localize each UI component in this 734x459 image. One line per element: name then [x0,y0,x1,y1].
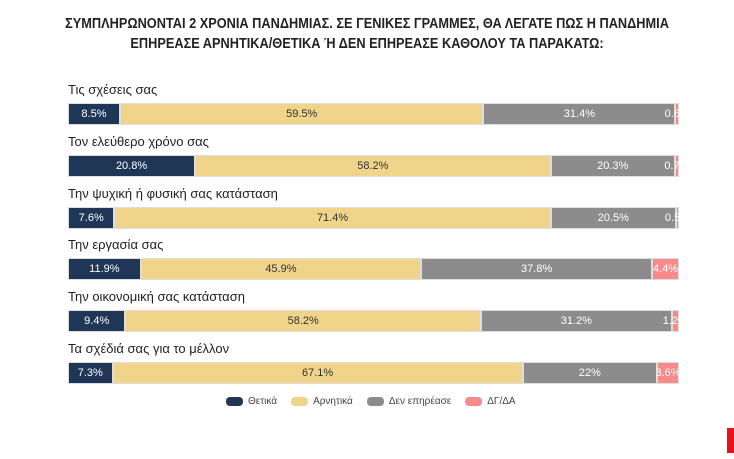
legend-swatch [465,397,483,406]
category-label: Τον ελεύθερο χρόνο σας [68,133,209,149]
legend-label: Θετικά [248,396,278,407]
bar-segment: 7.6% [68,206,115,229]
legend-swatch [366,397,384,406]
bar-segment: 4.4% [652,258,679,281]
data-label: 0.5% [664,211,690,224]
data-label: 9.4% [84,315,110,328]
bar-segment: 45.9% [140,258,422,281]
data-label: 22% [578,367,601,379]
legend-item: Αρνητικά [291,396,353,407]
category-label: Την ψυχική ή φυσική σας κατάσταση [68,185,278,201]
data-label: 7.3% [77,367,103,379]
bar-segment: 37.8% [421,258,653,281]
legend-item: Δεν επηρέασε [366,396,452,407]
category-label: Τις σχέσεις σας [68,82,158,97]
data-label: 0.7% [664,159,690,172]
data-label: 67.1% [301,367,334,379]
data-label: 59.5% [286,108,318,120]
data-label: 0.6% [664,108,690,120]
chart-title: ΣΥΜΠΛΗΡΩΝΟΝΤΑΙ 2 ΧΡΟΝΙΑ ΠΑΝΔΗΜΙΑΣ. ΣΕ ΓΕ… [44,14,690,54]
data-label: 1.2% [662,315,688,328]
title-line-2: ΕΠΗΡΕΑΣΕ ΑΡΝΗΤΙΚΑ/ΘΕΤΙΚΑ Ή ΔΕΝ ΕΠΗΡΕΑΣΕ … [130,36,604,52]
bar-segment: 8.5% [68,103,120,125]
data-label: 3.6% [655,367,681,379]
data-label: 31.4% [563,108,595,120]
bar-segment: 0.6% [665,103,690,125]
bar-segment: 20.5% [550,206,676,229]
bar-segment: 11.9% [68,258,141,281]
legend-label: ΔΓ/ΔΑ [487,396,516,407]
category-label: Την οικονομική σας κατάσταση [68,289,245,305]
bar-segment: 0.7% [664,154,689,177]
category-label: Τα σχέδιά σας για το μέλλον [68,341,230,356]
bar-segment: 22% [522,362,657,384]
legend-item: Θετικά [226,396,277,407]
bar-segment: 31.2% [481,310,672,333]
legend-label: Αρνητικά [313,396,353,407]
bar-segment: 20.8% [68,154,196,177]
bar-segment: 1.2% [663,310,688,333]
bar-segment: 31.4% [483,103,676,125]
data-label: 45.9% [265,263,297,276]
bar-segment: 58.2% [125,310,482,333]
bar-segment: 58.2% [195,154,551,177]
data-label: 71.4% [316,211,349,224]
category-label: Την εργασία σας [68,237,164,253]
bar-segment: 9.4% [68,310,126,333]
bar-segment: 0.5% [665,206,690,229]
data-label: 4.4% [653,263,679,276]
bar-segment: 59.5% [119,103,484,125]
data-label: 8.5% [81,108,107,120]
data-label: 58.2% [287,315,319,328]
legend-label: Δεν επηρέασε [388,396,452,407]
data-label: 20.5% [597,211,629,224]
data-label: 37.8% [521,263,553,276]
data-label: 58.2% [357,159,389,172]
bar-segment: 3.6% [655,362,681,384]
bar-segment: 7.3% [68,362,113,384]
bar-segment: 71.4% [114,206,551,229]
data-label: 11.9% [89,263,120,276]
brand-logo [727,428,734,453]
legend-swatch [226,397,243,406]
data-label: 7.6% [78,211,104,224]
bar-segment: 20.3% [550,154,675,177]
legend-swatch [291,397,309,406]
data-label: 31.2% [560,315,592,328]
data-label: 20.8% [115,159,148,172]
legend: Θετικά Αρνητικά Δεν επηρέασε ΔΓ/ΔΑ [226,396,516,407]
legend-item: ΔΓ/ΔΑ [465,396,516,407]
bar-segment: 67.1% [112,362,523,384]
title-line-1: ΣΥΜΠΛΗΡΩΝΟΝΤΑΙ 2 ΧΡΟΝΙΑ ΠΑΝΔΗΜΙΑΣ. ΣΕ ΓΕ… [65,16,669,32]
data-label: 20.3% [597,159,629,172]
